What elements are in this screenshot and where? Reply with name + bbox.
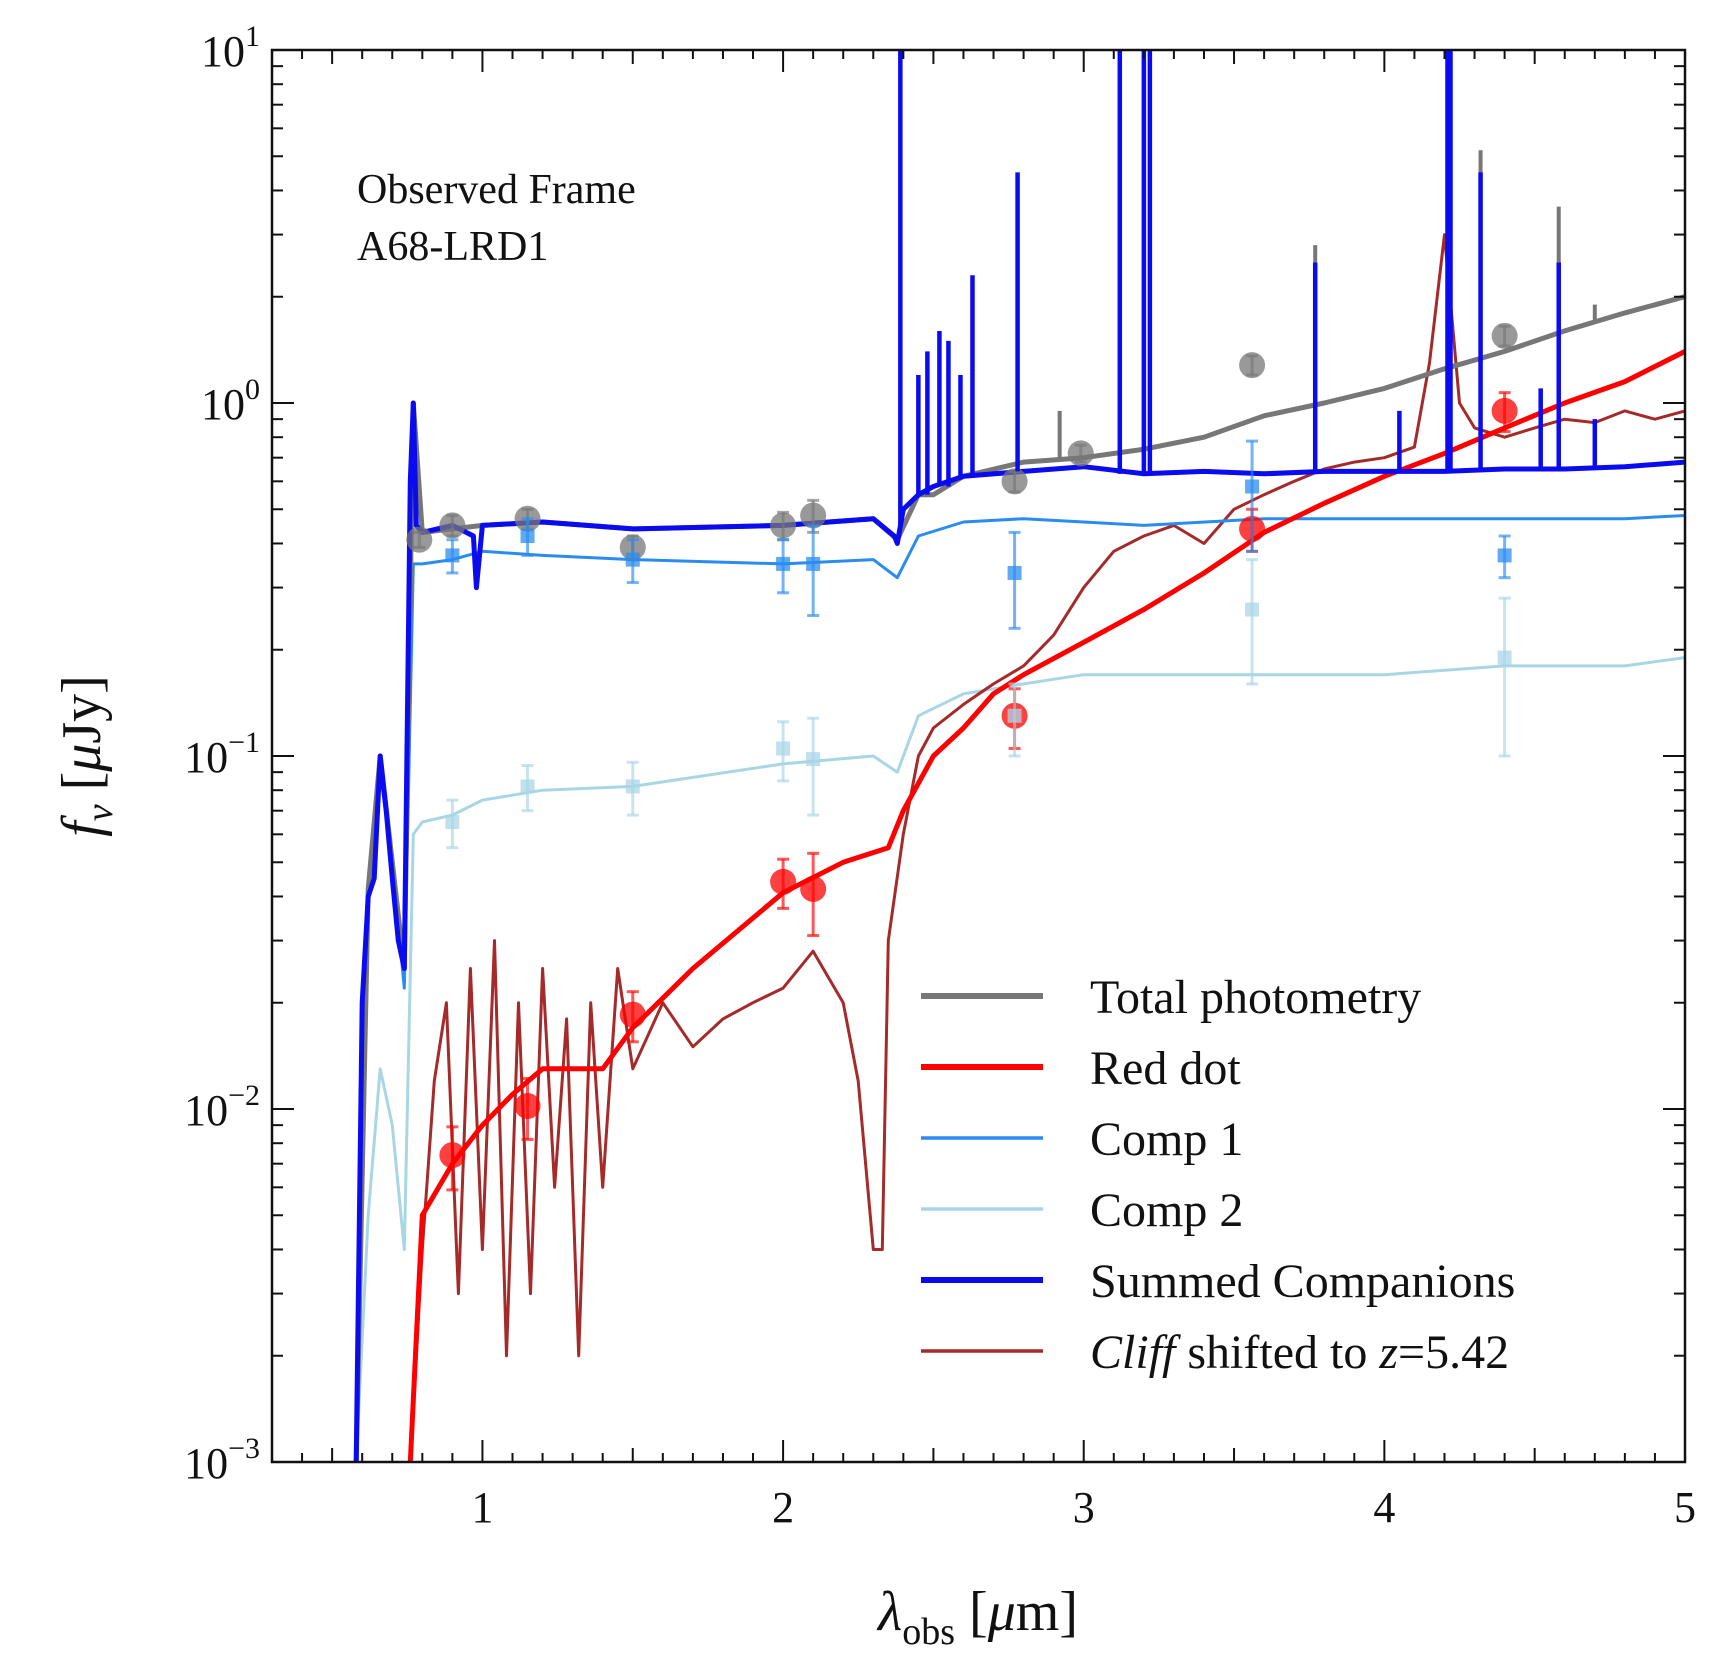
photometry-point-red-dot xyxy=(1491,397,1518,424)
y-axis-title: fν [μJy] xyxy=(51,675,121,837)
photometry-point-red-dot xyxy=(439,1142,466,1169)
x-tick-label: 3 xyxy=(1073,1483,1095,1532)
photometry-point-red-dot xyxy=(619,1001,646,1028)
photometry-point-red-dot xyxy=(770,868,797,895)
photometry-point-total-photometry xyxy=(800,502,827,529)
plot-frame xyxy=(270,48,1687,1464)
photometry-point-comp-2 xyxy=(445,815,460,830)
annotation-observed-frame: Observed Frame xyxy=(357,167,636,213)
x-tick-label: 5 xyxy=(1674,1483,1696,1532)
y-tick-label: 100 xyxy=(201,373,260,429)
photometry-point-total-photometry xyxy=(406,526,433,553)
legend-label-comp1: Comp 1 xyxy=(1090,1113,1243,1166)
annotation-object-name: A68-LRD1 xyxy=(357,224,548,270)
legend-label-cliff: Cliff shifted to z=5.42 xyxy=(1090,1326,1509,1379)
photometry-point-red-dot xyxy=(514,1092,541,1119)
photometry-point-comp-2 xyxy=(625,779,640,794)
y-tick-label: 10−3 xyxy=(184,1432,260,1488)
photometry-point-total-photometry xyxy=(1239,352,1266,379)
axis-ticks: 1 2 3 4 5 10−3 10−2 10−1 100 101 xyxy=(184,20,1696,1532)
photometry-point-comp-1 xyxy=(445,548,460,563)
photometry-point-comp-2 xyxy=(1497,650,1512,665)
y-tick-label: 101 xyxy=(201,20,260,76)
photometry-point-comp-2 xyxy=(776,741,791,756)
photometry-point-red-dot xyxy=(800,875,827,902)
photometry-point-comp-1 xyxy=(806,556,821,571)
photometry-point-comp-2 xyxy=(1245,602,1260,617)
legend-label-summed: Summed Companions xyxy=(1090,1255,1515,1308)
photometry-point-comp-1 xyxy=(1007,565,1022,580)
photometry-point-total-photometry xyxy=(770,512,797,539)
series-line-comp-2 xyxy=(354,656,1685,1462)
x-tick-label: 4 xyxy=(1373,1483,1395,1532)
photometry-point-comp-2 xyxy=(520,779,535,794)
photometry-point-comp-2 xyxy=(1007,708,1022,723)
legend-label-total: Total photometry xyxy=(1090,971,1421,1024)
series-layer xyxy=(353,50,1685,1462)
y-tick-label: 10−2 xyxy=(184,1079,260,1135)
photometry-point-total-photometry xyxy=(439,512,466,539)
photometry-point-total-photometry xyxy=(1001,468,1028,495)
x-tick-label: 1 xyxy=(471,1483,493,1532)
photometry-point-comp-1 xyxy=(520,528,535,543)
legend-label-red-dot: Red dot xyxy=(1090,1042,1241,1095)
legend: Total photometry Red dot Comp 1 Comp 2 S… xyxy=(921,971,1515,1379)
photometry-point-comp-1 xyxy=(625,552,640,567)
photometry-point-comp-1 xyxy=(1245,479,1260,494)
x-axis-title: λobs [μm] xyxy=(876,1581,1078,1653)
legend-label-comp2: Comp 2 xyxy=(1090,1184,1243,1237)
y-tick-label: 10−1 xyxy=(184,726,260,782)
photometry-point-total-photometry xyxy=(1067,440,1094,467)
photometry-point-total-photometry xyxy=(1491,322,1518,349)
x-tick-label: 2 xyxy=(772,1483,794,1532)
photometry-point-comp-1 xyxy=(776,556,791,571)
series-line-cliff-shifted-to-z-5-42 xyxy=(408,233,1685,1462)
photometry-point-comp-2 xyxy=(806,752,821,767)
photometry-point-comp-1 xyxy=(1497,548,1512,563)
